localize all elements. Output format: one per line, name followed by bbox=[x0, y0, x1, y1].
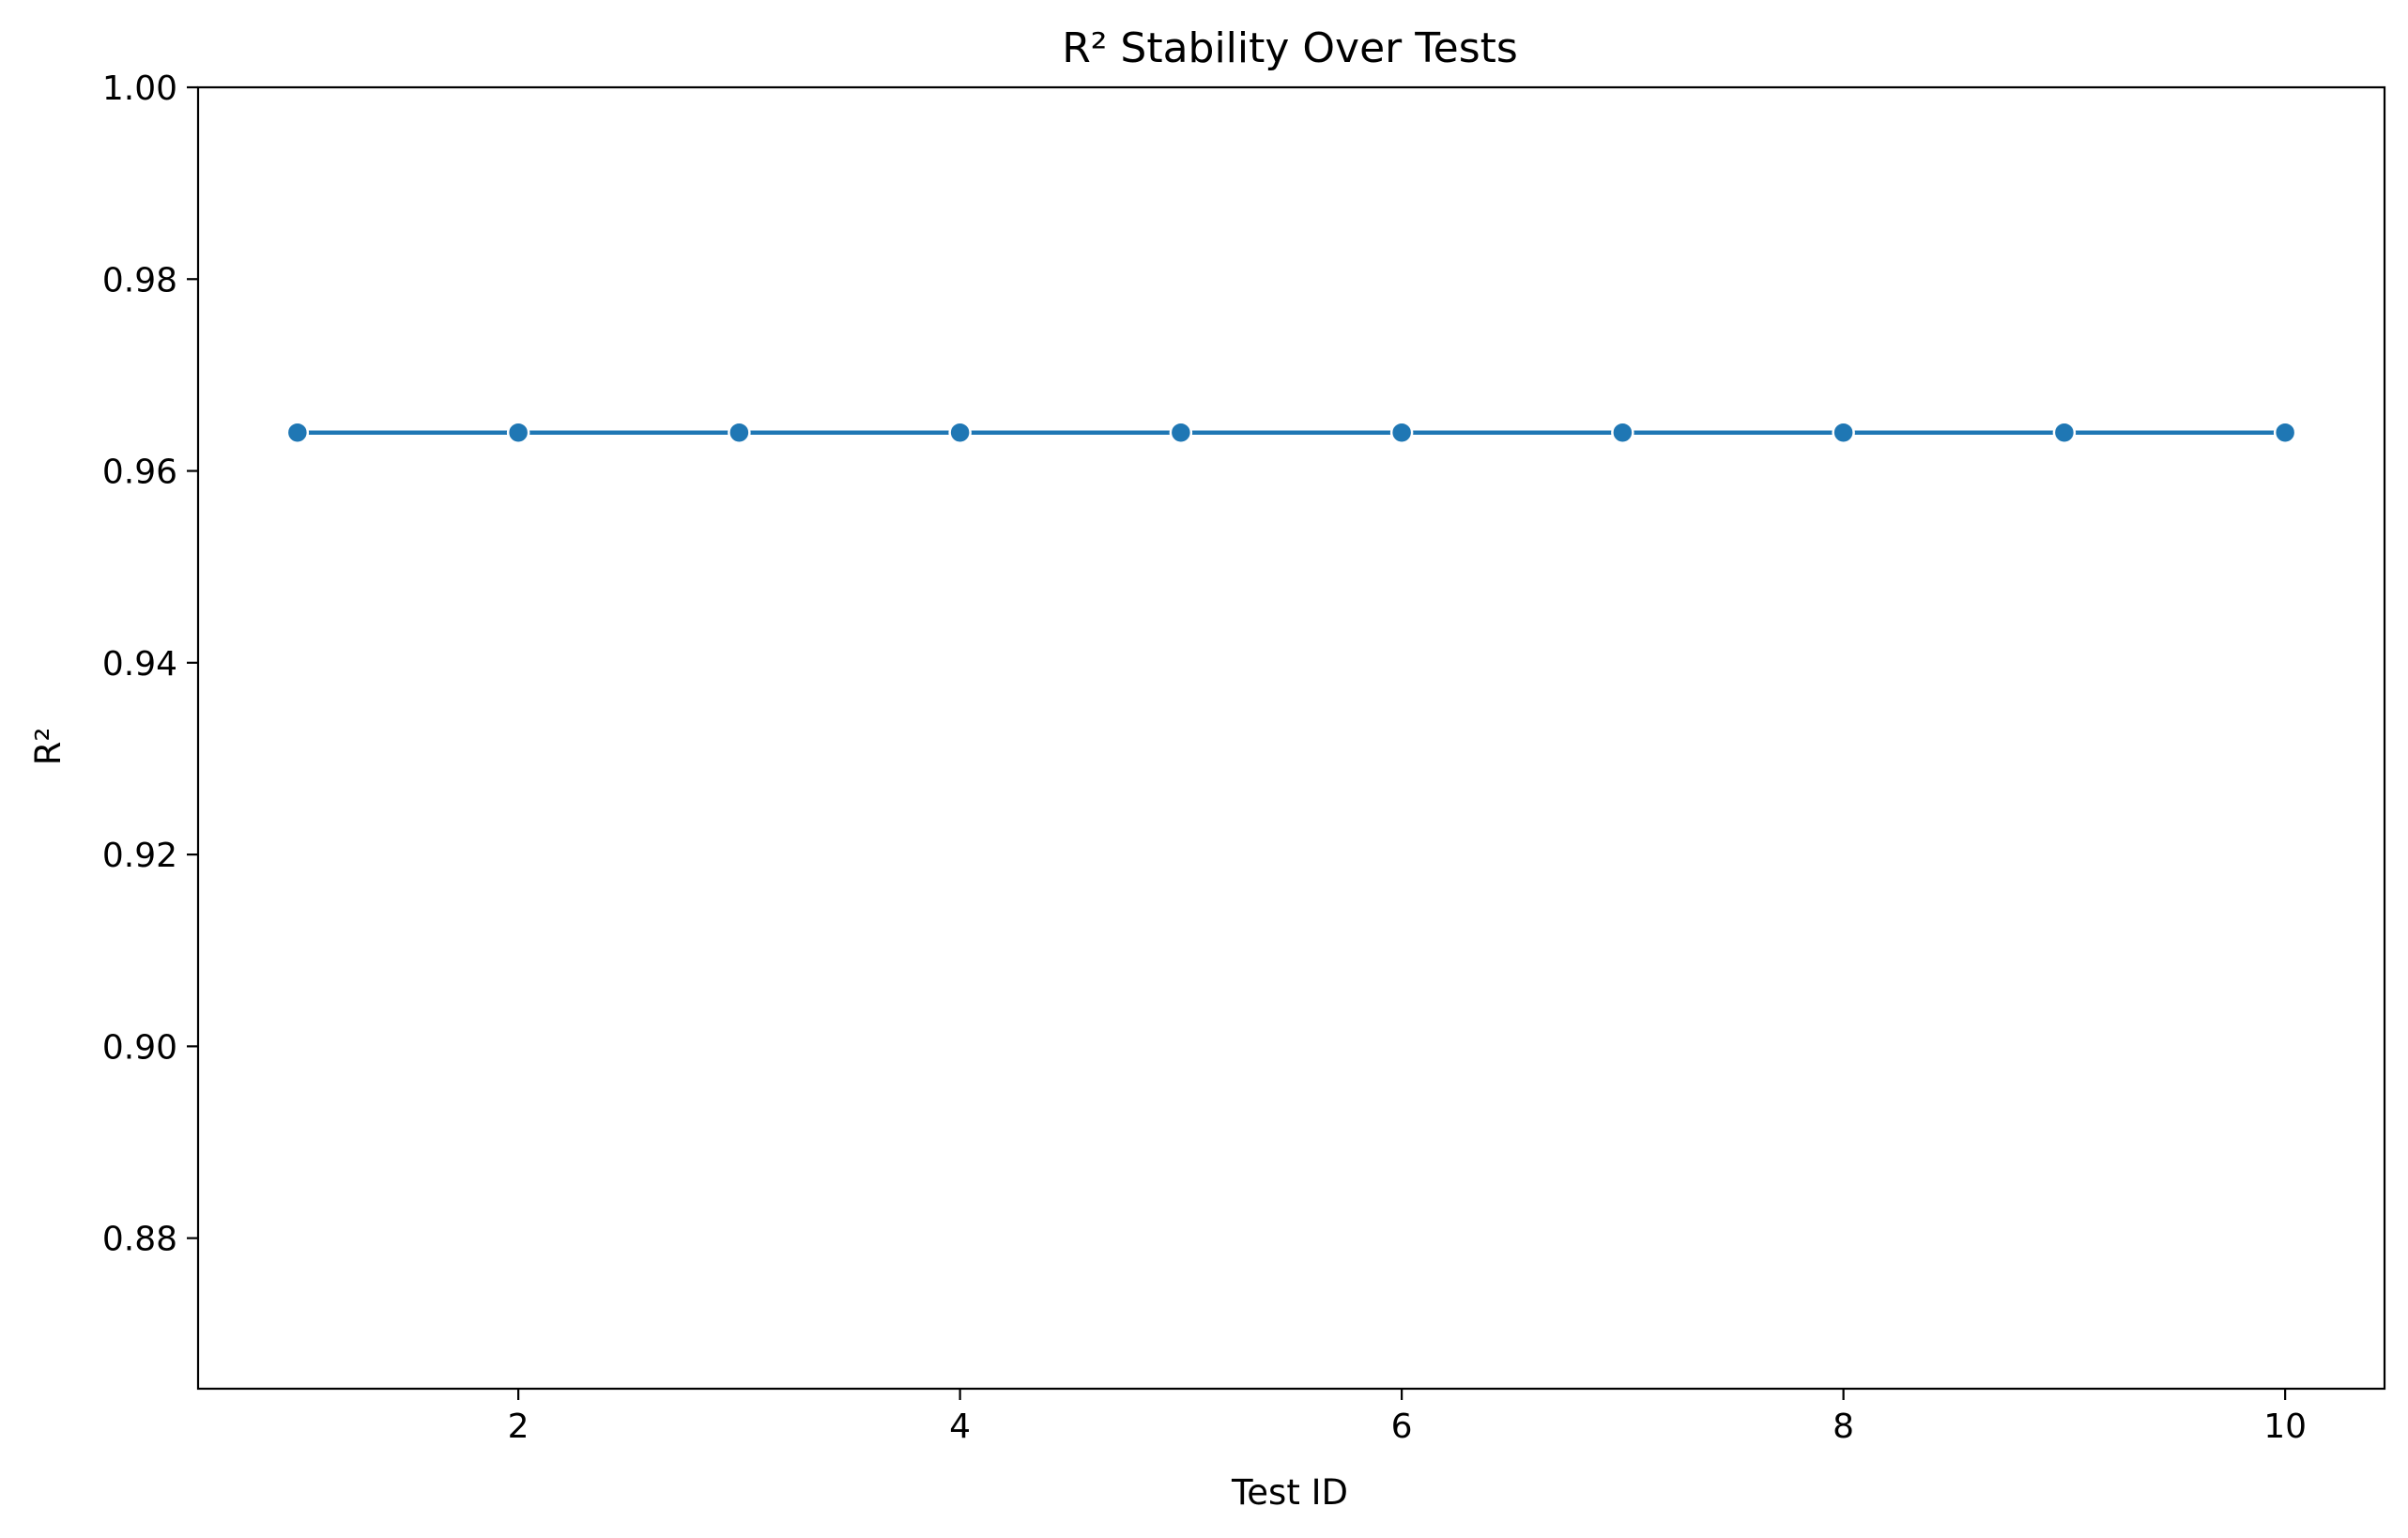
x-axis-label: Test ID bbox=[1231, 1472, 1348, 1513]
data-point bbox=[948, 421, 972, 444]
y-tick-label: 0.90 bbox=[102, 1028, 177, 1067]
x-tick-label: 4 bbox=[949, 1407, 971, 1446]
data-point bbox=[2052, 421, 2077, 444]
data-point bbox=[728, 421, 751, 444]
data-point bbox=[506, 421, 530, 444]
x-tick-label: 6 bbox=[1391, 1407, 1413, 1446]
y-axis-label: R² bbox=[28, 728, 69, 766]
y-tick-label: 0.98 bbox=[102, 261, 177, 300]
data-point bbox=[1169, 421, 1193, 444]
axes-frame bbox=[196, 85, 2386, 1391]
y-tick-label: 0.88 bbox=[102, 1221, 177, 1259]
x-tick-label: 10 bbox=[2263, 1407, 2307, 1446]
plot-area: 2 4 6 8 10 0.88 0.90 0.92 0.94 0.96 0.98 1.00 bbox=[102, 69, 2386, 1446]
y-tick-label: 0.92 bbox=[102, 837, 177, 875]
x-tick-label: 2 bbox=[508, 1407, 529, 1446]
y-tick-label: 0.96 bbox=[102, 454, 177, 492]
data-point bbox=[285, 421, 310, 444]
y-tick-label: 1.00 bbox=[102, 69, 177, 108]
chart-title: R² Stability Over Tests bbox=[1062, 24, 1518, 72]
data-point bbox=[1389, 421, 1414, 444]
data-point bbox=[1611, 421, 1634, 444]
x-tick-label: 8 bbox=[1833, 1407, 1854, 1446]
data-point bbox=[2273, 421, 2297, 444]
data-point bbox=[1832, 421, 1855, 444]
y-tick-label: 0.94 bbox=[102, 645, 177, 684]
